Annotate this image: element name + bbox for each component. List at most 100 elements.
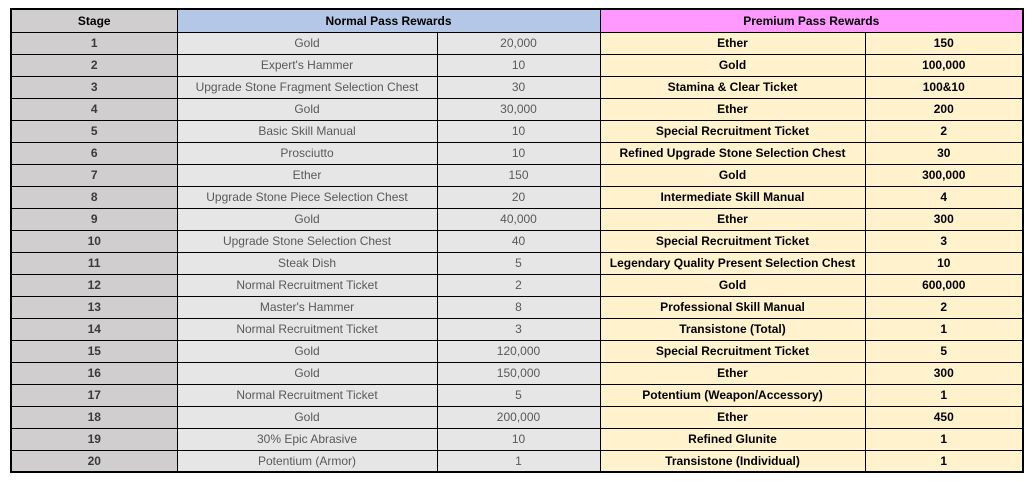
normal-qty-cell: 30,000	[436, 97, 601, 121]
table-row: 20 Potentium (Armor) 1 Transistone (Indi…	[10, 449, 1024, 473]
table-row: 8 Upgrade Stone Piece Selection Chest 20…	[10, 185, 1024, 209]
premium-qty-cell: 1	[864, 449, 1024, 473]
premium-item-cell: Special Recruitment Ticket	[599, 229, 866, 253]
normal-item-cell: Upgrade Stone Piece Selection Chest	[176, 185, 438, 209]
premium-item-cell: Special Recruitment Ticket	[599, 119, 866, 143]
premium-item-cell: Ether	[599, 207, 866, 231]
stage-cell: 17	[10, 383, 178, 407]
premium-qty-cell: 1	[864, 317, 1024, 341]
normal-qty-cell: 10	[436, 427, 601, 451]
table-row: 18 Gold 200,000 Ether 450	[10, 405, 1024, 429]
premium-item-cell: Gold	[599, 273, 866, 297]
premium-qty-cell: 100,000	[864, 53, 1024, 77]
normal-item-cell: Basic Skill Manual	[176, 119, 438, 143]
premium-qty-cell: 5	[864, 339, 1024, 363]
table-row: 9 Gold 40,000 Ether 300	[10, 207, 1024, 231]
normal-qty-cell: 20,000	[436, 31, 601, 55]
stage-cell: 4	[10, 97, 178, 121]
premium-qty-cell: 300	[864, 361, 1024, 385]
table-row: 10 Upgrade Stone Selection Chest 40 Spec…	[10, 229, 1024, 253]
premium-qty-cell: 10	[864, 251, 1024, 275]
premium-item-cell: Ether	[599, 361, 866, 385]
stage-cell: 9	[10, 207, 178, 231]
premium-qty-cell: 4	[864, 185, 1024, 209]
normal-qty-cell: 10	[436, 53, 601, 77]
premium-item-cell: Transistone (Total)	[599, 317, 866, 341]
premium-item-cell: Gold	[599, 163, 866, 187]
stage-column-header: Stage	[10, 8, 178, 33]
normal-qty-cell: 40,000	[436, 207, 601, 231]
premium-item-cell: Refined Upgrade Stone Selection Chest	[599, 141, 866, 165]
normal-item-cell: Prosciutto	[176, 141, 438, 165]
premium-item-cell: Ether	[599, 405, 866, 429]
table-row: 16 Gold 150,000 Ether 300	[10, 361, 1024, 385]
premium-item-cell: Potentium (Weapon/Accessory)	[599, 383, 866, 407]
premium-item-cell: Stamina & Clear Ticket	[599, 75, 866, 99]
premium-qty-cell: 2	[864, 295, 1024, 319]
table-row: 12 Normal Recruitment Ticket 2 Gold 600,…	[10, 273, 1024, 297]
normal-item-cell: Upgrade Stone Fragment Selection Chest	[176, 75, 438, 99]
normal-item-cell: Steak Dish	[176, 251, 438, 275]
stage-cell: 7	[10, 163, 178, 187]
stage-cell: 2	[10, 53, 178, 77]
header-row: Stage Normal Pass Rewards Premium Pass R…	[10, 8, 1024, 33]
normal-item-cell: Normal Recruitment Ticket	[176, 383, 438, 407]
premium-qty-cell: 200	[864, 97, 1024, 121]
premium-qty-cell: 30	[864, 141, 1024, 165]
premium-qty-cell: 600,000	[864, 273, 1024, 297]
table-row: 11 Steak Dish 5 Legendary Quality Presen…	[10, 251, 1024, 275]
stage-cell: 12	[10, 273, 178, 297]
normal-qty-cell: 1	[436, 449, 601, 473]
stage-cell: 6	[10, 141, 178, 165]
stage-cell: 20	[10, 449, 178, 473]
stage-cell: 1	[10, 31, 178, 55]
premium-qty-cell: 300	[864, 207, 1024, 231]
premium-item-cell: Refined Glunite	[599, 427, 866, 451]
premium-item-cell: Gold	[599, 53, 866, 77]
normal-qty-cell: 10	[436, 141, 601, 165]
normal-item-cell: Gold	[176, 207, 438, 231]
normal-item-cell: Potentium (Armor)	[176, 449, 438, 473]
normal-item-cell: Gold	[176, 405, 438, 429]
premium-item-cell: Transistone (Individual)	[599, 449, 866, 473]
normal-qty-cell: 150,000	[436, 361, 601, 385]
normal-item-cell: Upgrade Stone Selection Chest	[176, 229, 438, 253]
premium-item-cell: Special Recruitment Ticket	[599, 339, 866, 363]
stage-cell: 11	[10, 251, 178, 275]
normal-qty-cell: 120,000	[436, 339, 601, 363]
normal-item-cell: Gold	[176, 339, 438, 363]
table-row: 2 Expert's Hammer 10 Gold 100,000	[10, 53, 1024, 77]
normal-qty-cell: 5	[436, 251, 601, 275]
table-row: 17 Normal Recruitment Ticket 5 Potentium…	[10, 383, 1024, 407]
table-row: 15 Gold 120,000 Special Recruitment Tick…	[10, 339, 1024, 363]
table-row: 13 Master's Hammer 8 Professional Skill …	[10, 295, 1024, 319]
normal-item-cell: 30% Epic Abrasive	[176, 427, 438, 451]
normal-qty-cell: 3	[436, 317, 601, 341]
normal-pass-rewards-header: Normal Pass Rewards	[176, 8, 601, 33]
premium-item-cell: Intermediate Skill Manual	[599, 185, 866, 209]
stage-cell: 14	[10, 317, 178, 341]
normal-item-cell: Expert's Hammer	[176, 53, 438, 77]
stage-cell: 5	[10, 119, 178, 143]
normal-item-cell: Ether	[176, 163, 438, 187]
normal-qty-cell: 40	[436, 229, 601, 253]
stage-cell: 10	[10, 229, 178, 253]
stage-cell: 15	[10, 339, 178, 363]
premium-pass-rewards-header: Premium Pass Rewards	[599, 8, 1024, 33]
normal-qty-cell: 30	[436, 75, 601, 99]
premium-qty-cell: 100&10	[864, 75, 1024, 99]
table-row: 19 30% Epic Abrasive 10 Refined Glunite …	[10, 427, 1024, 451]
table-row: 6 Prosciutto 10 Refined Upgrade Stone Se…	[10, 141, 1024, 165]
table-row: 7 Ether 150 Gold 300,000	[10, 163, 1024, 187]
normal-item-cell: Normal Recruitment Ticket	[176, 273, 438, 297]
premium-qty-cell: 3	[864, 229, 1024, 253]
premium-qty-cell: 1	[864, 383, 1024, 407]
normal-qty-cell: 150	[436, 163, 601, 187]
premium-item-cell: Ether	[599, 31, 866, 55]
stage-cell: 18	[10, 405, 178, 429]
normal-qty-cell: 200,000	[436, 405, 601, 429]
stage-cell: 19	[10, 427, 178, 451]
normal-item-cell: Gold	[176, 361, 438, 385]
table-row: 4 Gold 30,000 Ether 200	[10, 97, 1024, 121]
normal-item-cell: Gold	[176, 97, 438, 121]
